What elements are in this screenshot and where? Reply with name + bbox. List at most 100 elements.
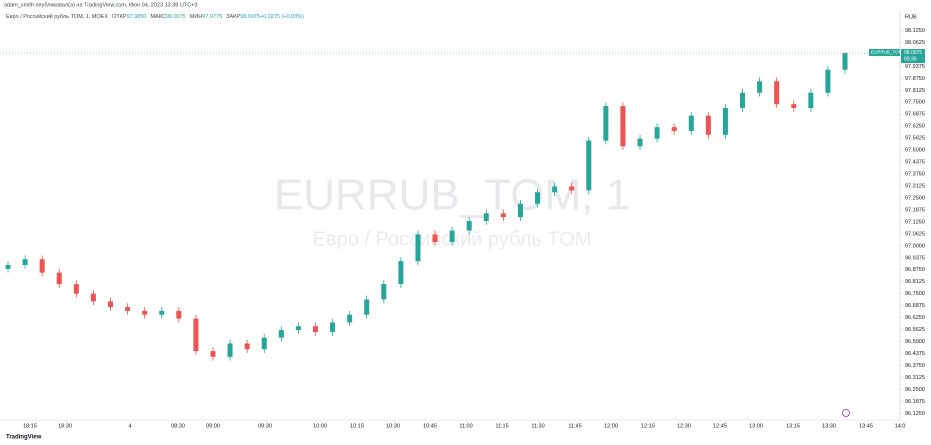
x-tick-label: 13:15 — [786, 423, 800, 429]
x-tick-label: 14:0 — [895, 423, 906, 429]
y-tick-label: 97.2500 — [905, 195, 925, 201]
y-tick-label: 96.4375 — [905, 351, 925, 357]
candle-body — [22, 259, 28, 265]
countdown: 00:35 — [904, 56, 917, 62]
y-tick-label: 97.1250 — [905, 219, 925, 225]
candle-body — [432, 234, 438, 243]
x-tick-label: 12:00 — [604, 423, 618, 429]
legend-value: 98.0075 — [166, 14, 186, 20]
y-tick-label: 97.3750 — [905, 172, 925, 178]
x-tick-label: 10:15 — [350, 423, 364, 429]
legend-label: ЗАКР — [226, 14, 240, 20]
candle-body — [603, 106, 609, 141]
candle-body — [688, 115, 694, 132]
candle-body — [261, 337, 267, 350]
currency: RUB — [905, 14, 917, 20]
candle-body — [107, 301, 113, 308]
watermark: EURRUB_TOM, 1 — [274, 171, 630, 220]
x-tick-label: 10:30 — [386, 423, 400, 429]
candle-body — [73, 284, 79, 294]
symbol-badge-text: EURRUB_TOM — [871, 50, 903, 55]
candle-body — [637, 138, 643, 147]
x-tick-label: 18:15 — [23, 423, 37, 429]
candle-body — [398, 261, 404, 285]
candle-body — [312, 326, 318, 332]
y-tick-label: 97.3125 — [905, 183, 925, 189]
y-tick-label: 97.5000 — [905, 148, 925, 154]
symbol-title: Евро / Российский рубль TOM, 1, MOEX — [6, 13, 108, 20]
candle-body — [193, 318, 199, 352]
x-tick-label: 10:45 — [423, 423, 437, 429]
price-badge — [901, 49, 925, 64]
x-tick-label: 10:00 — [313, 423, 327, 429]
candle-body — [330, 322, 336, 332]
candle-body — [500, 213, 506, 218]
candle-body — [295, 326, 301, 331]
legend-value: 98.0075 — [240, 14, 260, 20]
candle-body — [620, 106, 626, 147]
x-tick-label: 11:45 — [568, 423, 581, 429]
x-tick-label: 13:30 — [822, 423, 836, 429]
candle-body — [535, 192, 541, 204]
candle-body — [244, 343, 250, 350]
candle-body — [586, 140, 592, 191]
y-tick-label: 97.0625 — [905, 231, 925, 237]
candle-body — [740, 92, 746, 109]
candle-body — [466, 220, 472, 231]
y-tick-label: 97.4375 — [905, 160, 925, 166]
candle-body — [142, 310, 148, 315]
y-tick-label: 98.1250 — [905, 28, 925, 34]
candle-body — [347, 314, 353, 323]
legend-parts: ОТКР97.9850 МАКС98.0075 МИН97.9775 ЗАКР98.0… — [112, 14, 304, 20]
legend-label: МИН — [190, 14, 203, 20]
candle-body — [90, 293, 96, 302]
symbol-badge — [869, 49, 900, 57]
legend-value: 97.9850 — [127, 14, 147, 20]
candle-body — [825, 69, 831, 93]
y-tick-label: 97.8750 — [905, 76, 925, 82]
publisher: adam_smith опубликовал(а) на TradingView… — [4, 2, 197, 8]
candle-body — [159, 310, 165, 315]
y-tick-label: 96.5000 — [905, 339, 925, 345]
candle-body — [722, 108, 728, 135]
legend-label: ОТКР — [112, 14, 127, 20]
x-tick-label: 11:00 — [459, 423, 472, 429]
x-tick-label: 11:15 — [495, 423, 508, 429]
x-tick-label: 12:45 — [713, 423, 727, 429]
y-tick-label: 98.0625 — [905, 40, 925, 46]
candle-body — [842, 53, 848, 70]
candle-body — [278, 330, 284, 338]
brand-text: TradingView — [6, 435, 42, 441]
candle-body — [654, 127, 660, 139]
y-tick-label: 96.6875 — [905, 303, 925, 309]
y-tick-label: 96.5625 — [905, 327, 925, 333]
event-icon — [842, 409, 850, 417]
candle-body — [774, 81, 780, 105]
brand: TradingView — [6, 435, 42, 441]
candle-body — [483, 213, 489, 221]
candle-body — [125, 307, 131, 311]
candle-body — [569, 186, 575, 191]
candle-body — [227, 343, 233, 357]
y-tick-label: 96.9375 — [905, 255, 925, 261]
candle-body — [552, 186, 558, 193]
y-tick-label: 97.6875 — [905, 112, 925, 118]
candle-body — [808, 92, 814, 109]
y-tick-label: 96.7500 — [905, 291, 925, 297]
y-tick-label: 96.8750 — [905, 267, 925, 273]
x-tick-label: 13:00 — [749, 423, 763, 429]
candle-body — [671, 127, 677, 132]
y-tick-label: 97.9375 — [905, 64, 925, 70]
candle-body — [56, 272, 62, 285]
candle-body — [364, 299, 370, 315]
y-tick-label: 96.3125 — [905, 375, 925, 381]
y-tick-label: 96.2500 — [905, 387, 925, 393]
candle-body — [449, 230, 455, 243]
candle-body — [757, 81, 763, 93]
y-tick-label: 97.6250 — [905, 124, 925, 130]
candle-body — [415, 234, 421, 262]
y-tick-label: 96.6250 — [905, 315, 925, 321]
price-badge-text: 98.0075 — [904, 50, 922, 56]
